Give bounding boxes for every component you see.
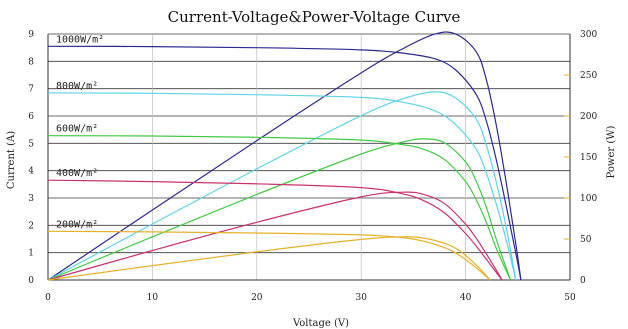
y-right-tick-label: 0 <box>580 276 586 286</box>
current-curve-2 <box>47 135 512 281</box>
y-right-tick-label: 300 <box>580 30 597 40</box>
y-left-tick-label: 6 <box>28 112 34 122</box>
y-left-tick-label: 0 <box>28 276 34 286</box>
x-tick-label: 10 <box>147 293 159 303</box>
current-curve-4 <box>47 230 491 281</box>
y-left-tick-label: 3 <box>28 194 34 204</box>
current-curve-1 <box>47 92 517 281</box>
power-curve-1 <box>47 91 517 281</box>
y-right-tick-label: 50 <box>580 235 592 245</box>
current-curve-3 <box>47 179 503 281</box>
tick-labels: 0 10 20 30 40 50 0 1 2 3 4 5 6 7 8 9 0 50 100 150 200 250 300 <box>28 30 597 303</box>
x-axis-label: Voltage (V) <box>292 318 349 329</box>
power-curve-4 <box>47 236 491 281</box>
y-right-tick-label: 100 <box>580 194 597 204</box>
irradiance-labels: 1000W/m² 800W/m² 600W/m² 400W/m² 200W/m² <box>56 34 104 230</box>
current-curve-0 <box>47 45 522 281</box>
y-right-tick-label: 250 <box>580 71 597 81</box>
series-layer <box>47 31 522 281</box>
irradiance-label-4: 200W/m² <box>56 219 98 230</box>
x-tick-label: 0 <box>45 293 51 303</box>
y-right-tick-label: 200 <box>580 112 597 122</box>
y-left-tick-label: 1 <box>28 249 34 259</box>
irradiance-label-2: 600W/m² <box>56 124 98 135</box>
power-curve-2 <box>47 138 512 281</box>
x-tick-label: 50 <box>564 293 576 303</box>
grid <box>48 33 570 281</box>
y-left-tick-label: 7 <box>28 85 34 95</box>
chart-title: Current-Voltage&Power-Voltage Curve <box>168 8 461 26</box>
y-left-tick-label: 4 <box>28 167 34 177</box>
y-left-tick-label: 9 <box>28 30 34 40</box>
x-tick-label: 20 <box>251 293 263 303</box>
y-left-tick-label: 8 <box>28 57 34 67</box>
x-tick-label: 40 <box>460 293 472 303</box>
x-tick-label: 30 <box>355 293 367 303</box>
y-left-tick-label: 2 <box>28 221 34 231</box>
y-right-tick-label: 150 <box>580 153 597 163</box>
irradiance-label-3: 400W/m² <box>56 168 98 179</box>
irradiance-label-1: 800W/m² <box>56 81 98 92</box>
plot-frame <box>47 34 571 281</box>
y-axis-label-right: Power (W) <box>606 125 617 178</box>
power-curve-0 <box>47 31 522 281</box>
irradiance-label-0: 1000W/m² <box>56 34 104 45</box>
y-axis-label-left: Current (A) <box>6 131 17 189</box>
power-curve-3 <box>47 191 503 281</box>
y-left-tick-label: 5 <box>28 139 34 149</box>
